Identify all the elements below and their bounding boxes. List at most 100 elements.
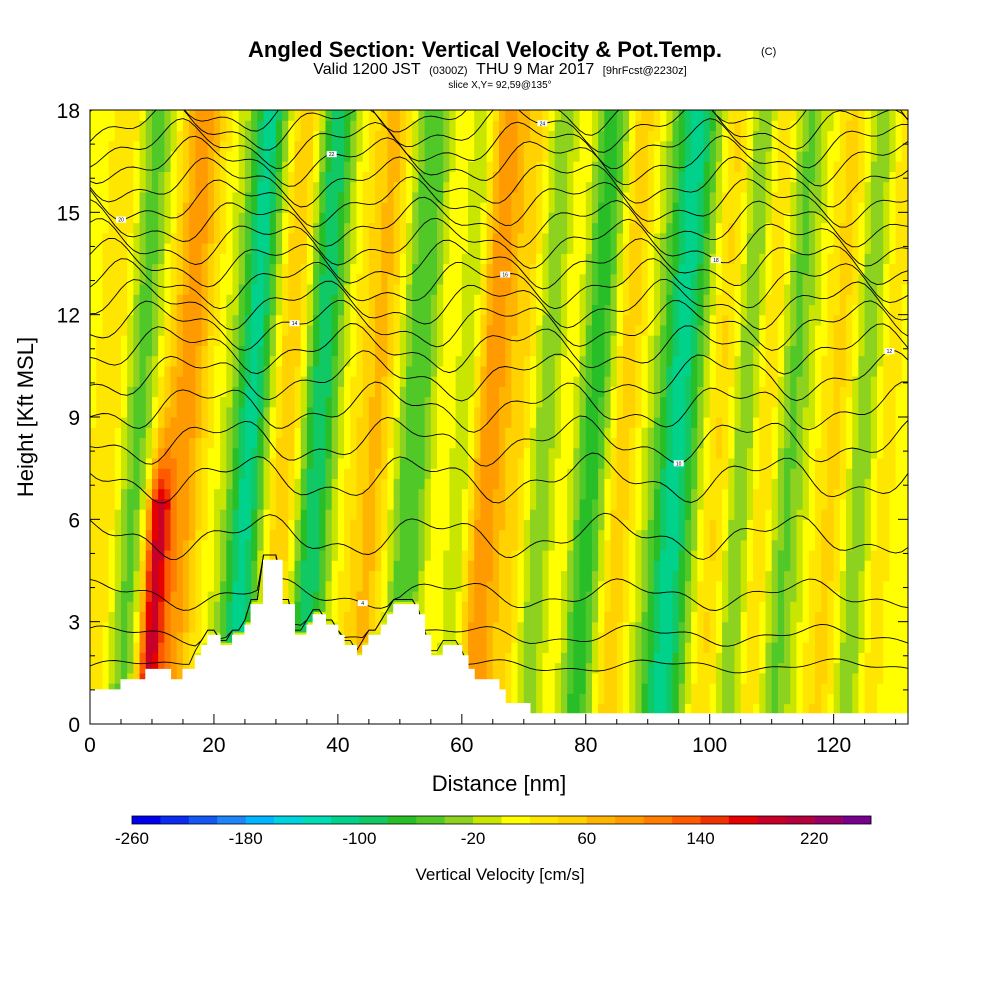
velocity-cell [220,283,227,295]
velocity-cell [164,365,172,377]
velocity-cell [195,437,203,449]
velocity-cell [337,498,345,510]
velocity-cell [486,580,494,592]
velocity-cell [437,335,444,346]
velocity-cell [164,232,172,244]
velocity-cell [585,222,593,234]
velocity-cell [443,437,451,449]
velocity-cell [195,396,203,408]
velocity-cell [189,447,196,459]
velocity-cell [300,243,308,254]
velocity-cell [145,396,153,408]
velocity-cell [213,519,221,531]
velocity-cell [313,519,320,531]
velocity-cell [368,529,376,541]
velocity-cell [486,519,494,531]
velocity-cell [560,202,568,213]
velocity-cell [598,498,605,510]
velocity-cell [548,519,556,531]
velocity-cell [257,519,265,531]
velocity-cell [523,345,531,357]
velocity-cell [424,294,432,306]
velocity-cell [585,253,593,265]
velocity-cell [350,130,358,142]
velocity-cell [505,294,512,306]
velocity-cell [585,498,593,510]
velocity-cell [536,417,543,428]
velocity-cell [517,406,525,418]
velocity-cell [257,110,265,121]
velocity-cell [511,294,519,306]
velocity-cell [579,642,587,653]
velocity-cell [567,406,574,418]
velocity-cell [591,580,599,592]
velocity-cell [145,365,153,377]
velocity-cell [591,631,599,643]
velocity-cell [486,130,494,142]
velocity-cell [660,611,667,623]
velocity-cell [486,110,494,121]
velocity-cell [641,345,649,357]
velocity-cell [375,294,382,306]
velocity-cell [468,468,475,479]
velocity-cell [641,130,649,142]
velocity-cell [232,130,240,142]
velocity-cell [598,324,605,336]
velocity-cell [591,140,599,152]
velocity-cell [114,611,122,623]
velocity-cell [96,150,103,162]
velocity-cell [629,550,636,561]
velocity-cell [604,335,612,346]
velocity-cell [548,120,556,132]
velocity-cell [505,386,512,398]
velocity-cell [145,324,153,336]
velocity-cell [542,181,550,193]
velocity-cell [282,437,289,449]
velocity-cell [542,232,550,244]
velocity-cell [430,396,438,408]
velocity-cell [455,457,463,469]
velocity-cell [195,171,203,183]
velocity-cell [536,283,543,295]
velocity-cell [108,417,116,428]
velocity-cell [418,447,426,459]
velocity-cell [660,468,667,479]
velocity-cell [350,232,358,244]
velocity-cell [517,150,525,162]
velocity-cell [306,161,314,172]
velocity-cell [182,232,190,244]
velocity-cell [635,171,643,183]
velocity-cell [604,509,612,520]
velocity-cell [567,283,574,295]
velocity-cell [133,386,141,398]
velocity-cell [629,386,636,398]
velocity-cell [300,294,308,306]
velocity-cell [412,529,420,541]
velocity-cell [437,550,444,561]
velocity-cell [257,140,265,152]
velocity-cell [579,652,587,664]
velocity-cell [573,427,581,439]
velocity-cell [406,345,413,357]
velocity-cell [158,335,165,346]
velocity-cell [344,191,351,203]
velocity-cell [257,447,265,459]
velocity-cell [660,539,667,551]
velocity-cell [350,314,358,326]
velocity-cell [102,488,110,500]
velocity-cell [170,447,178,459]
velocity-cell [114,417,122,428]
velocity-cell [213,181,221,193]
velocity-cell [424,457,432,469]
velocity-cell [548,202,556,213]
velocity-cell [133,560,141,572]
velocity-cell [288,498,296,510]
velocity-cell [523,171,531,183]
velocity-cell [486,294,494,306]
velocity-cell [505,683,512,694]
velocity-cell [548,570,556,582]
velocity-cell [120,498,128,510]
velocity-cell [443,335,451,346]
velocity-cell [300,519,308,531]
